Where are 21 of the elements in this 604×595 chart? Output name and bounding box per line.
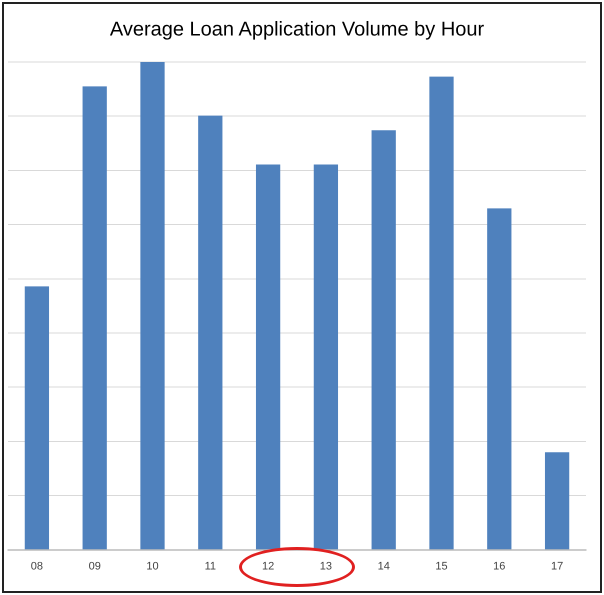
bar <box>544 452 570 550</box>
bar <box>314 164 338 550</box>
x-tick-label: 11 <box>204 560 216 572</box>
bar <box>372 130 396 550</box>
x-tick-label: 10 <box>146 560 159 572</box>
x-tick-label: 16 <box>493 560 506 572</box>
bar <box>140 62 165 550</box>
bar <box>256 164 280 550</box>
bar <box>487 208 512 550</box>
chart-title: Average Loan Application Volume by Hour <box>110 18 484 41</box>
x-tick-label: 08 <box>30 560 44 572</box>
bar <box>198 116 222 550</box>
bar <box>24 286 50 550</box>
x-tick-label: 15 <box>435 560 448 572</box>
x-tick-label: 12 <box>262 560 274 572</box>
bar <box>82 86 107 550</box>
x-tick-label: 14 <box>378 560 390 572</box>
bar <box>429 76 454 550</box>
x-tick-label: 13 <box>320 560 332 572</box>
x-tick-label: 17 <box>550 560 564 572</box>
x-tick-label: 09 <box>88 560 101 572</box>
